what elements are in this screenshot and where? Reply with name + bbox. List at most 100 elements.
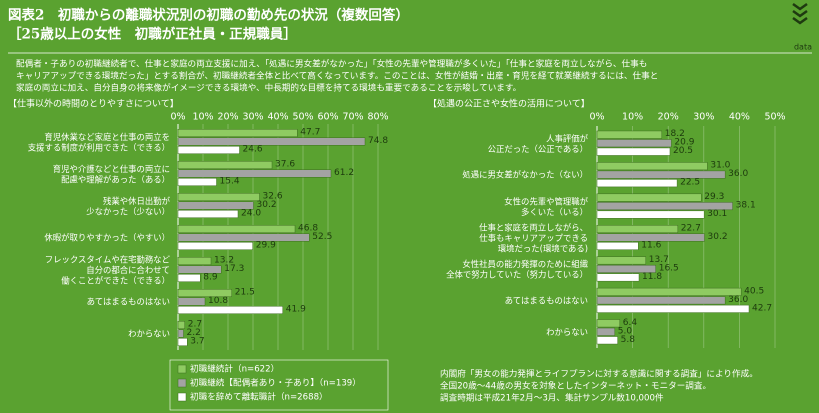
value-label: 61.2 bbox=[334, 168, 354, 178]
legend-label: 初職継続計（n=622） bbox=[190, 363, 279, 375]
x-tick-label: 40% bbox=[729, 112, 750, 123]
value-label: 13.7 bbox=[649, 255, 669, 265]
category-label: あてはまるものはない bbox=[87, 297, 170, 307]
bar bbox=[177, 289, 232, 297]
section-title: 【仕事以外の時間のとりやすさについて】 bbox=[8, 98, 179, 110]
bar bbox=[596, 193, 702, 202]
bar bbox=[596, 304, 750, 313]
bar bbox=[177, 161, 273, 169]
x-tick-label: 80% bbox=[367, 112, 388, 123]
bar bbox=[177, 257, 212, 265]
category-label: 休暇が取りやすかった（やすい） bbox=[44, 233, 170, 243]
value-label: 30.1 bbox=[707, 209, 727, 219]
description: 家庭の両立に加え、自分自身の将来像がイメージできる環境や、中長期的な目標を持てる… bbox=[16, 82, 521, 94]
bar bbox=[177, 193, 260, 201]
x-tick-label: 20% bbox=[217, 112, 238, 123]
value-label: 24.6 bbox=[243, 145, 263, 155]
bar bbox=[177, 129, 298, 137]
legend-swatch bbox=[177, 364, 187, 374]
source-note: 調査時期は平成21年2月〜3月、集計サンプル数10,000件 bbox=[440, 392, 664, 404]
value-label: 2.7 bbox=[188, 320, 202, 330]
bar bbox=[596, 139, 672, 148]
value-label: 20.5 bbox=[673, 146, 693, 156]
data-tag: data bbox=[794, 43, 812, 52]
bar bbox=[177, 233, 310, 242]
category-label: 育児休業など家庭と仕事の両立を支援する制度が利用できた（できる） bbox=[28, 131, 170, 152]
bar bbox=[177, 137, 366, 146]
value-label: 40.5 bbox=[744, 286, 764, 296]
x-tick-label: 50% bbox=[764, 112, 785, 123]
category-label: 処遇に男女差がなかった（ない） bbox=[462, 170, 588, 180]
category-label: 女性の先輩や管理職が多くいた（いる） bbox=[504, 196, 588, 217]
value-label: 30.2 bbox=[257, 200, 277, 210]
bar bbox=[596, 273, 640, 282]
value-label: 36.0 bbox=[728, 295, 748, 305]
bar bbox=[596, 287, 742, 296]
value-label: 17.3 bbox=[224, 264, 244, 274]
chevron-icon bbox=[792, 2, 808, 25]
bar bbox=[596, 233, 705, 242]
bar bbox=[596, 319, 621, 328]
value-label: 22.7 bbox=[681, 224, 701, 234]
x-tick-label: 50% bbox=[292, 112, 313, 123]
description: 配偶者・子ありの初職継続者で、仕事と家庭の両立支援に加え、「処遇に男女差がなかっ… bbox=[16, 58, 647, 70]
category-label: 人事評価が公正だった（公正である） bbox=[488, 133, 589, 154]
section-title: 【処遇の公正さや女性の活用について】 bbox=[428, 98, 590, 110]
source-note: 内閣府「男女の能力発揮とライフプランに対する意識に関する調査」により作成。 bbox=[440, 368, 758, 380]
value-label: 29.3 bbox=[704, 192, 724, 202]
page-subtitle: ［25歳以上の女性 初職が正社員・正規職員］ bbox=[8, 26, 297, 43]
bar bbox=[177, 338, 188, 346]
value-label: 18.2 bbox=[665, 129, 685, 139]
bar bbox=[596, 210, 705, 219]
legend-label: 初職を辞めて離転職計（n=2688） bbox=[190, 391, 328, 403]
category-label: わからない bbox=[128, 329, 170, 339]
value-label: 2.2 bbox=[187, 328, 201, 338]
value-label: 31.0 bbox=[710, 161, 730, 171]
bar bbox=[177, 297, 206, 306]
bar bbox=[177, 306, 283, 314]
bar bbox=[596, 336, 618, 345]
bar bbox=[596, 130, 663, 139]
bar bbox=[177, 178, 217, 186]
bar bbox=[177, 146, 240, 154]
value-label: 11.8 bbox=[642, 272, 662, 282]
bar bbox=[596, 225, 679, 233]
bar bbox=[596, 296, 726, 305]
value-label: 5.8 bbox=[621, 335, 636, 345]
legend-swatch bbox=[177, 378, 187, 388]
value-label: 32.6 bbox=[263, 192, 283, 202]
category-label: フレックスタイムや在宅勤務など自分の都合に合わせて働くことができた（できる） bbox=[45, 254, 171, 285]
x-tick-label: 0% bbox=[589, 112, 604, 123]
bar bbox=[177, 274, 201, 282]
value-label: 29.9 bbox=[256, 241, 276, 251]
value-label: 16.5 bbox=[659, 263, 679, 273]
x-tick-label: 10% bbox=[622, 112, 643, 123]
x-tick-label: 30% bbox=[693, 112, 714, 123]
category-label: わからない bbox=[546, 327, 588, 337]
bar bbox=[596, 327, 616, 336]
x-tick-label: 30% bbox=[242, 112, 263, 123]
bar bbox=[596, 242, 639, 250]
bar bbox=[596, 256, 647, 265]
value-label: 8.9 bbox=[203, 273, 218, 283]
legend-label: 初職継続【配偶者あり・子あり】（n=139） bbox=[190, 377, 361, 389]
category-label: 育児や介護などと仕事の両立に配慮や理解があった（ある） bbox=[53, 163, 170, 184]
x-tick-label: 40% bbox=[267, 112, 288, 123]
source-note: 全国20歳〜44歳の男女を対象としたインターネット・モニター調査。 bbox=[440, 380, 711, 392]
category-label: あてはまるものはない bbox=[505, 295, 588, 305]
legend-box bbox=[169, 359, 389, 411]
bar bbox=[177, 265, 222, 274]
category-label: 残業や休日出勤が少なかった（少ない） bbox=[86, 195, 170, 216]
bar bbox=[177, 210, 239, 218]
x-tick-label: 0% bbox=[170, 112, 185, 123]
value-label: 37.6 bbox=[275, 160, 295, 170]
x-tick-label: 10% bbox=[192, 112, 213, 123]
bar bbox=[596, 170, 726, 179]
bar bbox=[596, 179, 678, 188]
value-label: 15.4 bbox=[220, 177, 240, 187]
value-label: 6.4 bbox=[623, 318, 638, 328]
bar bbox=[177, 329, 184, 338]
value-label: 5.0 bbox=[618, 326, 633, 336]
value-label: 20.9 bbox=[674, 138, 694, 148]
